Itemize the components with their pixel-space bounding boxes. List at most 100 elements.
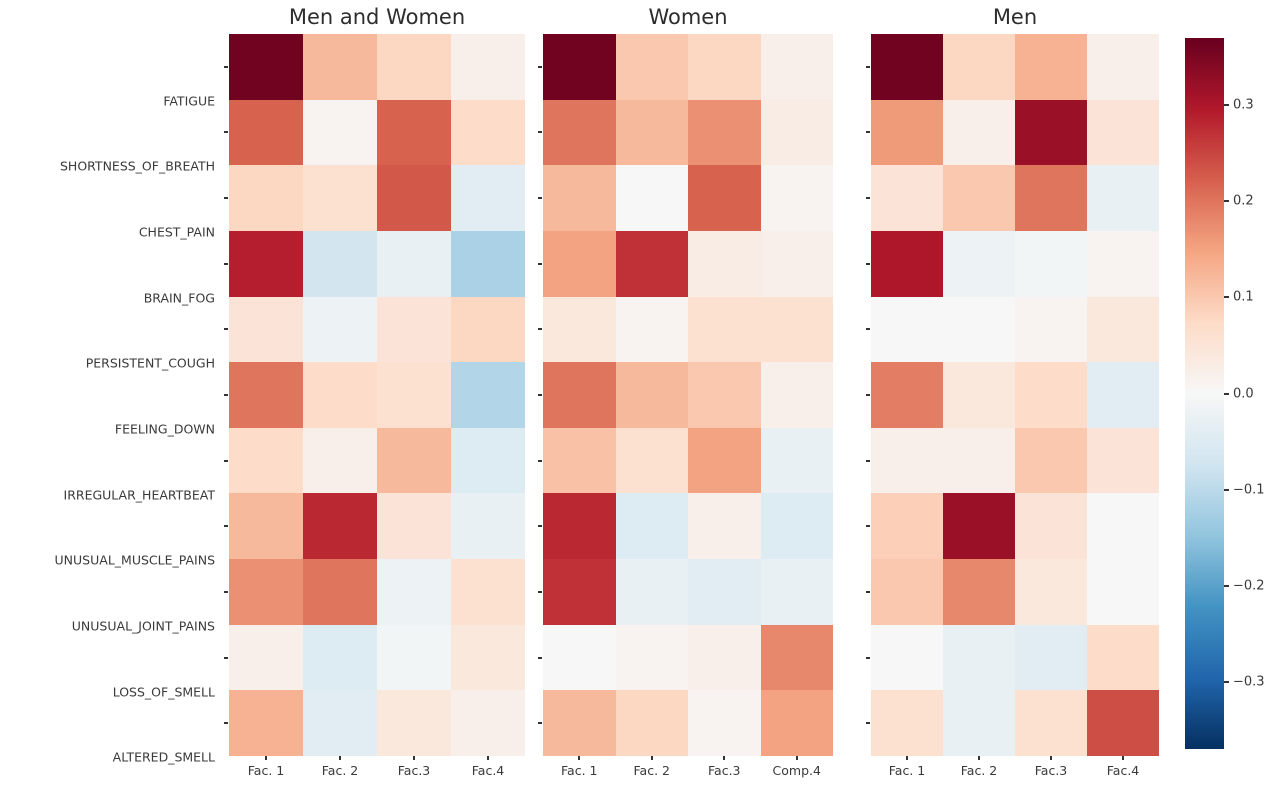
heatmap-panel-women — [543, 34, 833, 756]
heatmap-cell — [616, 297, 689, 363]
y-tick — [224, 591, 228, 593]
heatmap-cell — [943, 362, 1015, 428]
y-tick — [224, 394, 228, 396]
heatmap-cell — [943, 231, 1015, 297]
heatmap-cell — [543, 493, 616, 559]
row-labels: FATIGUESHORTNESS_OF_BREATHCHEST_PAINBRAI… — [0, 34, 222, 756]
heatmap-cell — [688, 559, 761, 625]
y-tick — [538, 197, 542, 199]
colorbar-tick — [1224, 104, 1229, 106]
heatmap-cell — [761, 362, 834, 428]
y-tick — [224, 328, 228, 330]
heatmap-cell — [303, 493, 377, 559]
y-tick — [224, 263, 228, 265]
x-tick — [265, 756, 267, 760]
x-tick — [1122, 756, 1124, 760]
y-tick — [224, 66, 228, 68]
heatmap-cell — [377, 165, 451, 231]
heatmap-cell — [688, 493, 761, 559]
panel-title-women: Women — [543, 2, 833, 32]
x-tick — [1050, 756, 1052, 760]
heatmap-cell — [303, 362, 377, 428]
heatmap-cell — [543, 362, 616, 428]
x-tick — [723, 756, 725, 760]
heatmap-cell — [1087, 690, 1159, 756]
colorbar — [1185, 38, 1224, 749]
heatmap-cell — [303, 559, 377, 625]
colorbar-tick — [1224, 489, 1229, 491]
row-label: UNUSUAL_JOINT_PAINS — [72, 618, 215, 633]
heatmap-cell — [871, 493, 943, 559]
x-tick — [578, 756, 580, 760]
y-tick — [866, 657, 870, 659]
heatmap-cell — [1087, 100, 1159, 166]
heatmap-cell — [1087, 559, 1159, 625]
y-tick — [224, 460, 228, 462]
heatmap-panel-men-and-women — [229, 34, 525, 756]
heatmap-cell — [688, 100, 761, 166]
heatmap-cell — [229, 297, 303, 363]
heatmap-cell — [688, 690, 761, 756]
heatmap-cell — [688, 34, 761, 100]
x-tick-label: Fac.3 — [708, 763, 741, 778]
y-tick — [538, 394, 542, 396]
heatmap-cell — [377, 362, 451, 428]
y-tick — [866, 263, 870, 265]
heatmap-cell — [871, 428, 943, 494]
heatmap-cell — [616, 100, 689, 166]
heatmap-cell — [761, 493, 834, 559]
heatmap-cell — [688, 231, 761, 297]
panel-title-men: Men — [871, 2, 1159, 32]
heatmap-cell — [1087, 297, 1159, 363]
heatmap-cell — [761, 34, 834, 100]
heatmap-cell — [688, 165, 761, 231]
x-tick-label: Fac.4 — [472, 763, 505, 778]
heatmap-cell — [688, 428, 761, 494]
colorbar-tick-label: 0.1 — [1233, 290, 1254, 305]
y-tick — [538, 328, 542, 330]
heatmap-cell — [943, 100, 1015, 166]
heatmap-cell — [943, 625, 1015, 691]
y-tick — [866, 197, 870, 199]
heatmap-cell — [616, 34, 689, 100]
heatmap-cell — [1015, 100, 1087, 166]
heatmap-cell — [303, 625, 377, 691]
heatmap-cell — [761, 559, 834, 625]
colorbar-tick-label: −0.2 — [1233, 578, 1265, 593]
x-tick-label: Fac. 1 — [248, 763, 284, 778]
heatmap-cell — [943, 690, 1015, 756]
heatmap-cell — [1015, 690, 1087, 756]
heatmap-cell — [761, 100, 834, 166]
heatmap-cell — [229, 559, 303, 625]
x-tick — [796, 756, 798, 760]
heatmap-cell — [543, 690, 616, 756]
x-tick — [651, 756, 653, 760]
heatmap-cell — [1087, 625, 1159, 691]
heatmap-cell — [1015, 362, 1087, 428]
row-label: BRAIN_FOG — [144, 290, 215, 305]
y-tick — [224, 525, 228, 527]
heatmap-cell — [616, 559, 689, 625]
heatmap-cell — [1015, 165, 1087, 231]
heatmap-cell — [616, 493, 689, 559]
y-tick — [538, 657, 542, 659]
x-tick — [487, 756, 489, 760]
heatmap-cell — [616, 690, 689, 756]
heatmap-cell — [451, 493, 525, 559]
heatmap-cell — [871, 297, 943, 363]
heatmap-cell — [451, 297, 525, 363]
heatmap-cell — [1087, 493, 1159, 559]
panel-title-men-and-women: Men and Women — [229, 2, 525, 32]
heatmap-cell — [303, 428, 377, 494]
heatmap-cell — [871, 362, 943, 428]
y-tick — [538, 591, 542, 593]
heatmap-cell — [303, 231, 377, 297]
heatmap-cell — [871, 559, 943, 625]
x-tick-label: Comp.4 — [773, 763, 821, 778]
colorbar-tick — [1224, 393, 1229, 395]
heatmap-cell — [1015, 34, 1087, 100]
y-tick — [538, 525, 542, 527]
y-tick — [224, 722, 228, 724]
y-tick — [866, 328, 870, 330]
x-tick — [413, 756, 415, 760]
